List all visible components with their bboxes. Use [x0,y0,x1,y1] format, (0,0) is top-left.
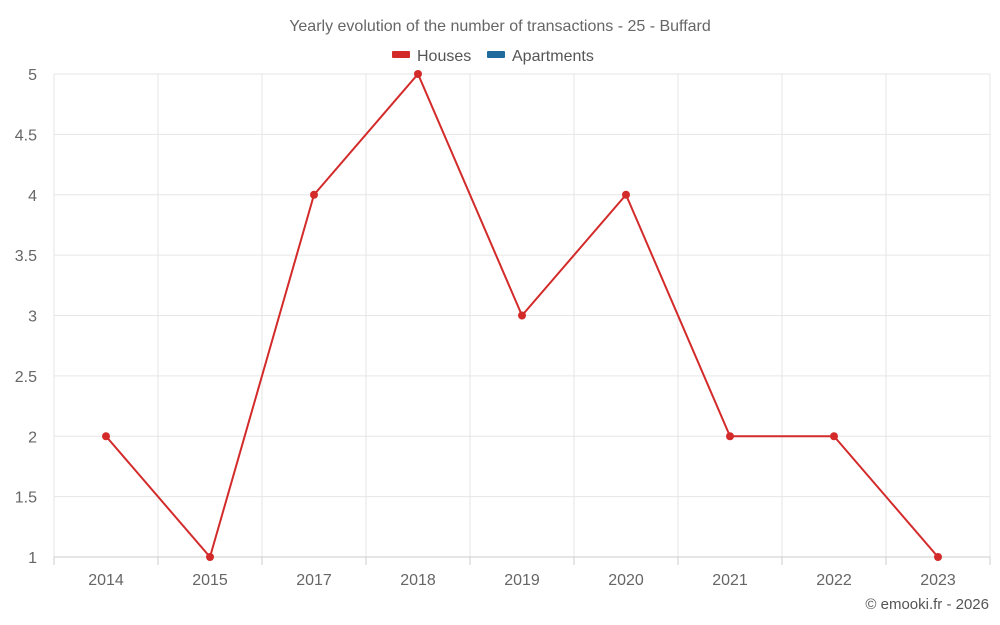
legend-swatch-apartments [487,51,505,58]
x-tick-label: 2018 [400,572,436,589]
y-tick-label: 4.5 [15,127,37,144]
y-tick-label: 5 [28,67,37,84]
y-tick-label: 3 [28,309,37,326]
y-tick-label: 1 [28,550,37,567]
y-tick-label: 2 [28,429,37,446]
x-tick-label: 2022 [816,572,852,589]
y-tick-label: 3.5 [15,248,37,265]
x-tick-label: 2021 [712,572,748,589]
y-tick-label: 4 [28,188,37,205]
data-point[interactable] [622,190,630,199]
legend: Houses Apartments [392,48,594,65]
x-tick-label: 2014 [88,572,124,589]
legend-label-apartments: Apartments [512,48,594,65]
y-axis: 1 1.5 2 2.5 3 3.5 4 4.5 5 [15,67,37,567]
grid [53,73,991,557]
data-point[interactable] [414,70,422,78]
x-tick-label: 2017 [296,572,332,589]
legend-item-apartments[interactable]: Apartments [487,48,594,65]
data-point[interactable] [726,432,734,441]
x-tick-label: 2020 [608,572,644,589]
legend-item-houses[interactable]: Houses [392,48,471,65]
x-axis: 2014 2015 2017 2018 2019 2020 2021 2022 2023 [53,556,991,589]
x-tick-label: 2019 [504,572,540,589]
data-point[interactable] [830,432,838,441]
y-tick-label: 1.5 [15,490,37,507]
data-point[interactable] [310,190,318,199]
legend-label-houses: Houses [417,48,471,65]
data-point[interactable] [102,432,110,441]
y-tick-label: 2.5 [15,369,37,386]
x-tick-label: 2023 [920,572,956,589]
series-houses [102,70,942,561]
x-tick-label: 2015 [192,572,228,589]
credit-text: © emooki.fr - 2026 [865,596,989,613]
data-point[interactable] [934,553,942,561]
data-point[interactable] [206,553,214,561]
data-point[interactable] [518,311,526,320]
chart-title: Yearly evolution of the number of transa… [289,18,711,35]
legend-swatch-houses [392,51,410,58]
